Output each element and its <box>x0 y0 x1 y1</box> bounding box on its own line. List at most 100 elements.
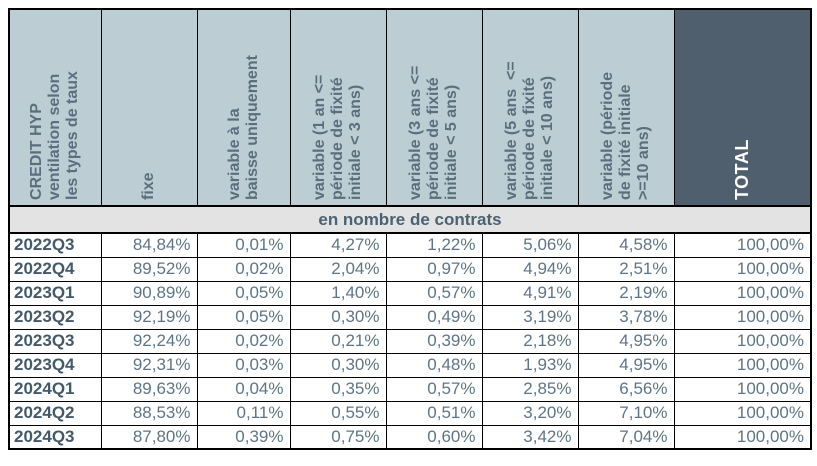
column-header-total: TOTAL <box>673 8 812 207</box>
value-cell-fixe: 89,52% <box>100 256 198 282</box>
value-cell-variable-1-3-ans: 0,21% <box>289 328 387 354</box>
table-row: 2024Q3 87,80% 0,39% 0,75% 0,60% 3,42% 7,… <box>8 424 812 450</box>
value-cell-variable-5-10-ans: 3,19% <box>481 304 579 330</box>
column-header-variable-3-5-ans: variable (3 ans <= période de fixité initi… <box>385 8 483 207</box>
value-cell-variable-5-10-ans: 3,42% <box>481 424 579 450</box>
value-cell-total: 100,00% <box>673 328 812 354</box>
column-header-variable-baisse: variable à la baisse uniquement <box>196 8 291 207</box>
value-cell-variable-10-plus-ans: 2,19% <box>577 280 675 306</box>
column-header-variable-10-plus-ans: variable (période de fixité initiale >=10 … <box>577 8 675 207</box>
value-cell-variable-5-10-ans: 3,20% <box>481 400 579 426</box>
quarter-label-cell: 2023Q2 <box>8 304 102 330</box>
column-header-variable-3-5-ans-label: variable (3 ans <= période de fixité initi… <box>406 65 461 200</box>
value-cell-variable-10-plus-ans: 4,95% <box>577 328 675 354</box>
value-cell-variable-5-10-ans: 2,85% <box>481 376 579 402</box>
value-cell-variable-1-3-ans: 0,55% <box>289 400 387 426</box>
value-cell-variable-5-10-ans: 1,93% <box>481 352 579 378</box>
column-header-credit-hyp-label: CREDIT HYP ventilation selon les types de … <box>28 70 82 200</box>
column-header-variable-baisse-label: variable à la baisse uniquement <box>225 54 261 200</box>
value-cell-total: 100,00% <box>673 256 812 282</box>
section-banner-row: en nombre de contrats <box>8 205 812 234</box>
value-cell-variable-10-plus-ans: 4,95% <box>577 352 675 378</box>
value-cell-variable-5-10-ans: 4,91% <box>481 280 579 306</box>
value-cell-variable-baisse: 0,01% <box>196 232 291 258</box>
value-cell-variable-5-10-ans: 2,18% <box>481 328 579 354</box>
value-cell-variable-10-plus-ans: 3,78% <box>577 304 675 330</box>
value-cell-total: 100,00% <box>673 376 812 402</box>
value-cell-variable-baisse: 0,39% <box>196 424 291 450</box>
value-cell-variable-10-plus-ans: 4,58% <box>577 232 675 258</box>
value-cell-variable-3-5-ans: 0,49% <box>385 304 483 330</box>
quarter-label-cell: 2022Q3 <box>8 232 102 258</box>
rates-table-container: CREDIT HYP ventilation selon les types de … <box>8 8 812 450</box>
value-cell-variable-baisse: 0,03% <box>196 352 291 378</box>
value-cell-variable-10-plus-ans: 6,56% <box>577 376 675 402</box>
value-cell-variable-baisse: 0,11% <box>196 400 291 426</box>
column-header-variable-5-10-ans: variable (5 ans <= période de fixité initi… <box>481 8 579 207</box>
value-cell-variable-5-10-ans: 4,94% <box>481 256 579 282</box>
value-cell-variable-10-plus-ans: 2,51% <box>577 256 675 282</box>
value-cell-variable-1-3-ans: 1,40% <box>289 280 387 306</box>
value-cell-fixe: 87,80% <box>100 424 198 450</box>
value-cell-variable-1-3-ans: 0,30% <box>289 304 387 330</box>
value-cell-variable-baisse: 0,02% <box>196 256 291 282</box>
quarter-label-cell: 2023Q4 <box>8 352 102 378</box>
value-cell-variable-3-5-ans: 0,97% <box>385 256 483 282</box>
table-row: 2024Q1 89,63% 0,04% 0,35% 0,57% 2,85% 6,… <box>8 376 812 402</box>
column-header-variable-1-3-ans-label: variable (1 an <= période de fixité initia… <box>310 74 365 200</box>
table-row: 2023Q4 92,31% 0,03% 0,30% 0,48% 1,93% 4,… <box>8 352 812 378</box>
value-cell-variable-1-3-ans: 0,75% <box>289 424 387 450</box>
column-header-fixe: fixe <box>100 8 198 207</box>
value-cell-fixe: 92,24% <box>100 328 198 354</box>
value-cell-variable-3-5-ans: 0,60% <box>385 424 483 450</box>
quarter-label-cell: 2024Q2 <box>8 400 102 426</box>
value-cell-total: 100,00% <box>673 352 812 378</box>
column-header-credit-hyp: CREDIT HYP ventilation selon les types de … <box>8 8 102 207</box>
value-cell-variable-3-5-ans: 0,51% <box>385 400 483 426</box>
value-cell-fixe: 84,84% <box>100 232 198 258</box>
value-cell-variable-1-3-ans: 0,35% <box>289 376 387 402</box>
value-cell-fixe: 88,53% <box>100 400 198 426</box>
value-cell-fixe: 89,63% <box>100 376 198 402</box>
value-cell-variable-10-plus-ans: 7,04% <box>577 424 675 450</box>
value-cell-variable-3-5-ans: 1,22% <box>385 232 483 258</box>
quarter-label-cell: 2022Q4 <box>8 256 102 282</box>
column-header-fixe-label: fixe <box>139 171 157 200</box>
table-row: 2023Q1 90,89% 0,05% 1,40% 0,57% 4,91% 2,… <box>8 280 812 306</box>
value-cell-variable-3-5-ans: 0,57% <box>385 280 483 306</box>
value-cell-fixe: 92,19% <box>100 304 198 330</box>
value-cell-variable-baisse: 0,05% <box>196 280 291 306</box>
value-cell-variable-10-plus-ans: 7,10% <box>577 400 675 426</box>
value-cell-variable-5-10-ans: 5,06% <box>481 232 579 258</box>
value-cell-variable-1-3-ans: 0,30% <box>289 352 387 378</box>
table-row: 2023Q3 92,24% 0,02% 0,21% 0,39% 2,18% 4,… <box>8 328 812 354</box>
value-cell-variable-3-5-ans: 0,57% <box>385 376 483 402</box>
value-cell-total: 100,00% <box>673 424 812 450</box>
table-row: 2024Q2 88,53% 0,11% 0,55% 0,51% 3,20% 7,… <box>8 400 812 426</box>
value-cell-variable-3-5-ans: 0,48% <box>385 352 483 378</box>
value-cell-total: 100,00% <box>673 400 812 426</box>
table-row: 2022Q4 89,52% 0,02% 2,04% 0,97% 4,94% 2,… <box>8 256 812 282</box>
column-header-variable-5-10-ans-label: variable (5 ans <= période de fixité initi… <box>502 60 557 200</box>
value-cell-total: 100,00% <box>673 304 812 330</box>
quarter-label-cell: 2024Q3 <box>8 424 102 450</box>
value-cell-total: 100,00% <box>673 280 812 306</box>
column-header-total-label: TOTAL <box>732 138 753 200</box>
value-cell-fixe: 92,31% <box>100 352 198 378</box>
section-banner: en nombre de contrats <box>8 205 812 234</box>
value-cell-variable-1-3-ans: 4,27% <box>289 232 387 258</box>
column-header-variable-1-3-ans: variable (1 an <= période de fixité initia… <box>289 8 387 207</box>
value-cell-variable-3-5-ans: 0,39% <box>385 328 483 354</box>
value-cell-variable-baisse: 0,02% <box>196 328 291 354</box>
quarter-label-cell: 2023Q3 <box>8 328 102 354</box>
table-row: 2023Q2 92,19% 0,05% 0,30% 0,49% 3,19% 3,… <box>8 304 812 330</box>
value-cell-total: 100,00% <box>673 232 812 258</box>
column-header-variable-10-plus-ans-label: variable (période de fixité initiale >=10 … <box>598 71 653 200</box>
quarter-label-cell: 2024Q1 <box>8 376 102 402</box>
credit-hyp-rates-table: CREDIT HYP ventilation selon les types de … <box>8 8 812 450</box>
header-row: CREDIT HYP ventilation selon les types de … <box>8 8 812 207</box>
value-cell-variable-baisse: 0,04% <box>196 376 291 402</box>
quarter-label-cell: 2023Q1 <box>8 280 102 306</box>
value-cell-variable-baisse: 0,05% <box>196 304 291 330</box>
value-cell-variable-1-3-ans: 2,04% <box>289 256 387 282</box>
